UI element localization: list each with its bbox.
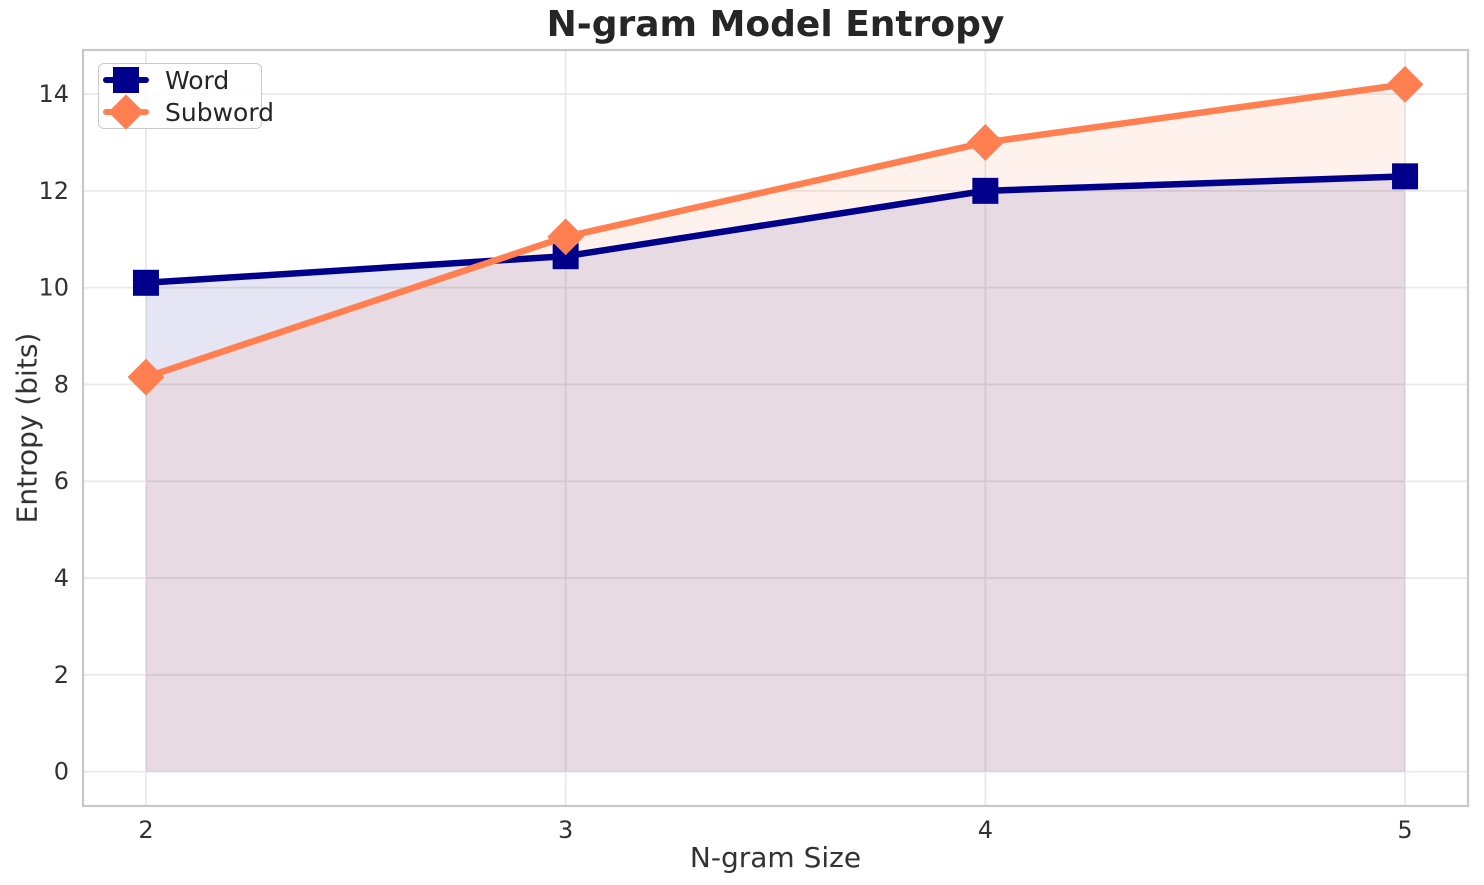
y-tick-label: 10 bbox=[38, 274, 69, 302]
y-tick-label: 6 bbox=[54, 467, 69, 495]
marker-square-word bbox=[132, 269, 159, 296]
marker-diamond-subword bbox=[127, 358, 165, 396]
legend-item-word: Word bbox=[99, 64, 261, 96]
legend-label-subword: Subword bbox=[165, 97, 275, 127]
marker-square-word bbox=[972, 177, 999, 204]
y-tick-label: 2 bbox=[54, 661, 69, 689]
line-subword bbox=[142, 81, 1409, 381]
x-tick-label: 2 bbox=[138, 816, 153, 844]
x-tick-label: 5 bbox=[1397, 816, 1412, 844]
x-axis-label: N-gram Size bbox=[689, 841, 862, 874]
plot-border bbox=[81, 48, 1470, 808]
marker-diamond-subword bbox=[1386, 65, 1424, 103]
y-tick-label: 12 bbox=[38, 177, 69, 205]
chart-title: N-gram Model Entropy bbox=[546, 4, 1005, 45]
x-tick-label: 3 bbox=[558, 816, 573, 844]
y-tick-label: 14 bbox=[38, 80, 69, 108]
y-tick-label: 0 bbox=[54, 758, 69, 786]
marker-diamond-subword bbox=[547, 218, 585, 256]
word-marker-icon bbox=[103, 64, 149, 96]
legend: Word Subword bbox=[98, 63, 274, 130]
line-word bbox=[142, 173, 1409, 287]
legend-label-word: Word bbox=[165, 65, 230, 95]
y-axis-label: Entropy (bits) bbox=[10, 332, 44, 524]
marker-diamond-subword bbox=[966, 124, 1004, 161]
subword-marker-icon bbox=[103, 94, 149, 130]
y-tick-label: 4 bbox=[54, 564, 69, 592]
y-tick-label: 8 bbox=[54, 370, 69, 398]
x-tick-label: 4 bbox=[978, 816, 993, 844]
marker-square-word bbox=[1392, 163, 1419, 190]
area-fill-subword bbox=[145, 84, 1406, 772]
legend-item-subword: Subword bbox=[99, 94, 274, 130]
area-fill-word bbox=[145, 176, 1406, 772]
